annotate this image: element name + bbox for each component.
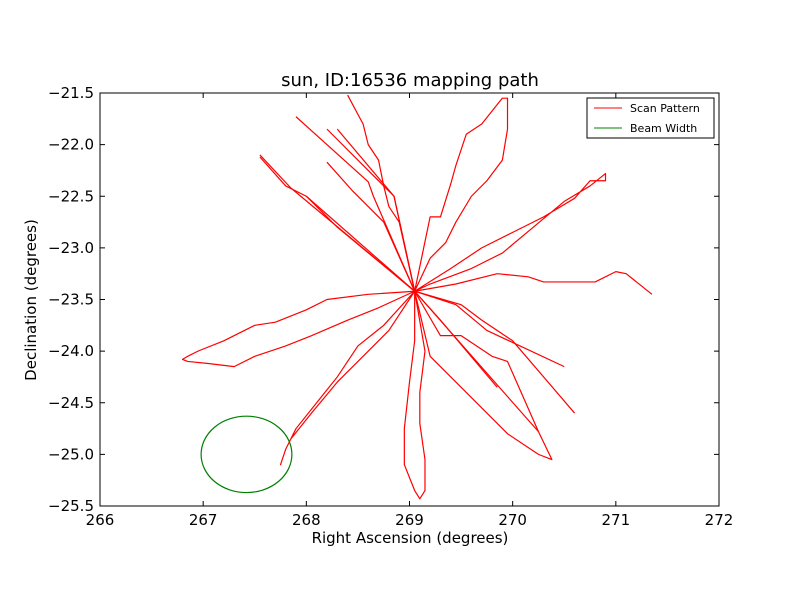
scan-path-segment	[414, 271, 653, 295]
series-layer	[181, 94, 653, 500]
x-axis-label: Right Ascension (degrees)	[312, 529, 509, 547]
legend-label-scan: Scan Pattern	[630, 102, 700, 115]
x-tick-label: 269	[395, 511, 424, 529]
legend: Scan Pattern Beam Width	[586, 97, 715, 139]
scan-path-segment	[414, 172, 607, 292]
scan-path-segment	[295, 116, 540, 432]
x-tick-label: 272	[705, 511, 734, 529]
y-tick-label: −23.5	[48, 291, 94, 309]
scan-path-segment	[279, 290, 416, 466]
scan-path-segment	[414, 97, 509, 292]
chart-title: sun, ID:16536 mapping path	[281, 70, 539, 91]
ticks-layer: 266 267 268 269 270 271 272 −21.5 −22.0 −22.5 −23.…	[48, 84, 733, 529]
scan-path-segment	[259, 156, 416, 292]
legend-box	[586, 97, 715, 139]
x-tick-label: 268	[292, 511, 321, 529]
y-tick-label: −25.5	[48, 497, 94, 515]
x-tick-label: 271	[602, 511, 631, 529]
y-tick-label: −23.0	[48, 239, 94, 257]
y-tick-label: −22.0	[48, 136, 94, 154]
y-tick-label: −22.5	[48, 187, 94, 205]
x-tick-label: 266	[86, 511, 115, 529]
scan-path-segment	[181, 290, 415, 368]
x-tick-label: 270	[498, 511, 527, 529]
y-axis-label: Declination (degrees)	[22, 219, 40, 381]
beam-width-circle	[200, 415, 293, 494]
y-tick-label: −25.0	[48, 445, 94, 463]
y-tick-label: −21.5	[48, 84, 94, 102]
x-tick-label: 267	[189, 511, 218, 529]
legend-label-beam: Beam Width	[630, 122, 697, 135]
y-tick-label: −24.5	[48, 394, 94, 412]
scan-path-segment	[347, 94, 426, 500]
y-tick-label: −24.0	[48, 342, 94, 360]
